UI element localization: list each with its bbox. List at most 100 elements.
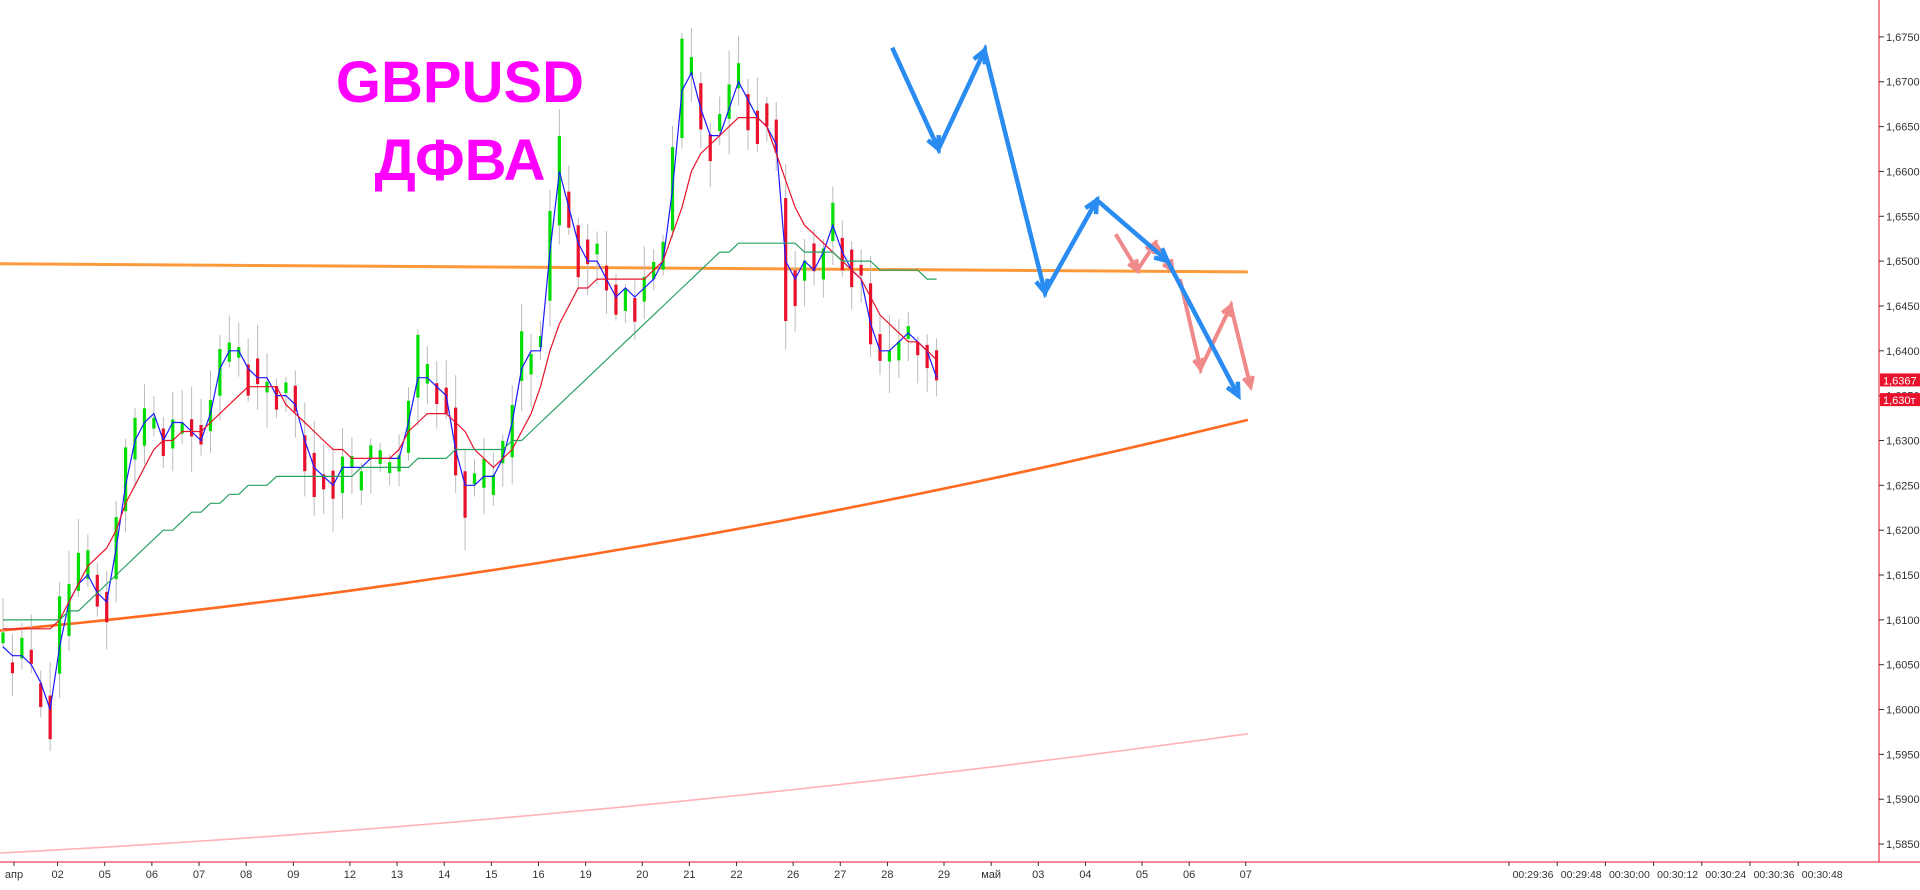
- pink-arrow-1-arrowhead: [1127, 258, 1140, 275]
- blue-arrow-arrowhead: [972, 45, 988, 65]
- candle-body: [218, 349, 222, 396]
- candle-body: [680, 38, 684, 139]
- x-tick-label: 07: [1240, 869, 1252, 881]
- candle-body: [557, 135, 561, 226]
- y-axis-labels: 1,6750 1,6700 1,6650 1,6600 1,6550 1,6500 1,64…: [1879, 32, 1920, 851]
- y-tick-label: 1,6650: [1886, 122, 1920, 134]
- y-tick-label: 1,6750: [1886, 32, 1920, 44]
- candle-body: [689, 57, 693, 76]
- candle-body: [859, 264, 863, 276]
- x-tick-label: 28: [881, 869, 893, 881]
- time-tick-label: 00:30:00: [1609, 869, 1650, 881]
- candle-body: [812, 243, 816, 272]
- y-tick-label: 1,6400: [1886, 346, 1920, 358]
- candle-body: [76, 552, 81, 591]
- candle-body: [284, 382, 288, 394]
- time-tick-label: 00:30:36: [1754, 869, 1795, 881]
- price-label-text: 1,630т: [1883, 395, 1916, 407]
- pink-arrow-2-path: [1177, 278, 1253, 388]
- candle-body: [623, 288, 627, 311]
- time-axis-labels: 00:29:36 00:29:48 00:30:00 00:30:12 00:30:24…: [1508, 862, 1843, 881]
- time-tick-label: 00:30:48: [1802, 869, 1843, 881]
- candle-body: [821, 248, 826, 280]
- ma-longest-line: [0, 733, 1248, 854]
- candle-body: [161, 428, 165, 457]
- y-tick-label: 1,6050: [1886, 660, 1920, 672]
- blue-arrow-path: [890, 43, 1241, 397]
- candle-body: [425, 363, 429, 384]
- candle-body: [878, 334, 882, 361]
- candle-body: [95, 574, 99, 607]
- candle-body: [312, 452, 316, 497]
- y-tick-label: 1,5850: [1886, 839, 1920, 851]
- candle-body: [256, 358, 260, 385]
- candle-body: [10, 662, 15, 674]
- blue-arrow-arrowhead: [926, 134, 942, 154]
- y-tick-label: 1,6000: [1886, 705, 1920, 717]
- x-tick-label: 21: [683, 869, 695, 881]
- y-tick-label: 1,6150: [1886, 570, 1920, 582]
- candle-body: [718, 114, 722, 132]
- candle-body: [887, 350, 892, 362]
- candle-body: [529, 353, 533, 375]
- x-tick-label: 27: [834, 869, 846, 881]
- price-label-box: [1880, 393, 1920, 407]
- candle-body: [142, 408, 147, 446]
- candle-body: [435, 383, 439, 405]
- candle-body: [67, 584, 71, 636]
- y-tick-label: 1,6600: [1886, 166, 1920, 178]
- candle-body: [755, 110, 759, 145]
- x-tick-label: 09: [287, 869, 299, 881]
- candle-body: [501, 440, 505, 464]
- ma-long-line: [0, 418, 1249, 632]
- candle-body: [208, 400, 213, 432]
- time-tick-label: 00:29:48: [1561, 869, 1602, 881]
- candle-body: [802, 260, 807, 281]
- candle-body: [916, 341, 920, 356]
- candle-body: [444, 387, 448, 414]
- time-tick-label: 00:29:36: [1513, 869, 1554, 881]
- candle-body: [472, 473, 477, 485]
- x-tick-label: 14: [438, 869, 450, 881]
- candle-body: [350, 456, 354, 468]
- candle-body: [520, 331, 524, 381]
- y-tick-label: 1,5900: [1886, 794, 1920, 806]
- blue-arrow-arrowhead: [1153, 247, 1172, 265]
- candle-body: [614, 284, 618, 315]
- price-label-box: [1880, 373, 1920, 387]
- pink-arrow-2-arrowhead: [1192, 357, 1205, 374]
- candle-body: [86, 550, 90, 579]
- candle-body: [303, 435, 307, 472]
- x-tick-label: 05: [99, 869, 111, 881]
- candle-body: [123, 447, 128, 512]
- y-tick-label: 1,6500: [1886, 256, 1920, 268]
- candle-body: [774, 119, 778, 153]
- candle-body: [416, 334, 420, 398]
- candle-body: [586, 239, 590, 265]
- candle-body: [642, 276, 646, 302]
- ma-fast-line: [2, 71, 938, 710]
- pink-arrow-2: [1177, 278, 1255, 392]
- ma-medium-line: [3, 116, 938, 630]
- candle-body: [746, 94, 750, 131]
- time-tick-label: 00:30:12: [1657, 869, 1698, 881]
- x-tick-label: 06: [1183, 869, 1195, 881]
- candle-body: [850, 249, 854, 288]
- x-tick-label: 02: [51, 869, 63, 881]
- candle-body: [491, 474, 495, 495]
- x-tick-label: 07: [193, 869, 205, 881]
- candle-body: [1, 632, 5, 644]
- candle-body: [227, 342, 231, 362]
- candle-body: [190, 419, 194, 437]
- candle-body: [454, 407, 458, 476]
- candle-body: [57, 596, 62, 674]
- candle-body: [39, 683, 43, 708]
- candle-body: [152, 417, 156, 429]
- candle-body: [727, 84, 731, 119]
- y-tick-label: 1,6700: [1886, 77, 1920, 89]
- candle-body: [831, 202, 835, 242]
- ma-slow-line: [3, 242, 937, 621]
- candle-body: [340, 456, 345, 493]
- y-tick-label: 1,6550: [1886, 211, 1920, 223]
